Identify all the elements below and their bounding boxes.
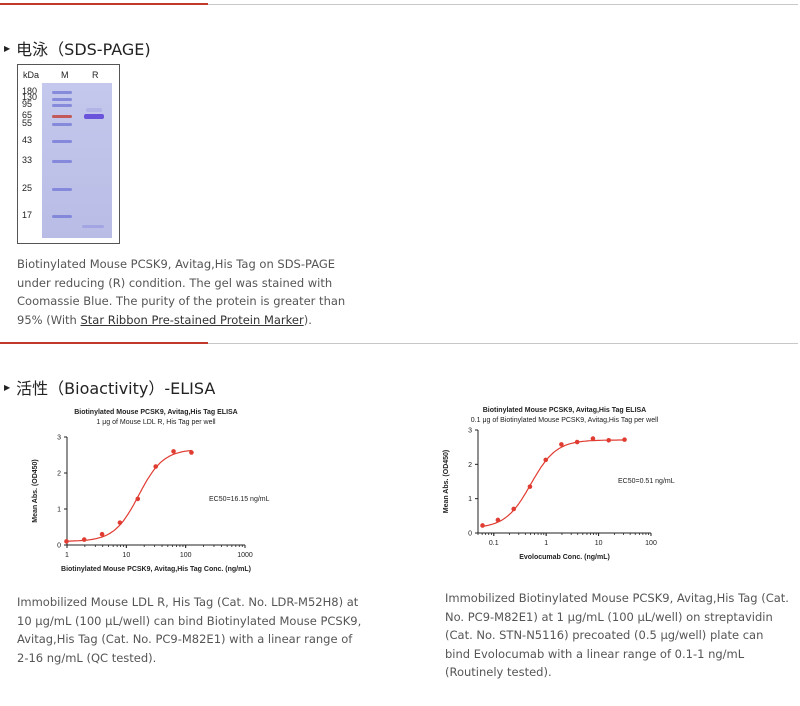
sds-section-title: ▶ 电泳（SDS-PAGE): [4, 36, 151, 60]
gel-lane-label-reducing: R: [92, 70, 99, 80]
gel-marker-label: 65: [22, 110, 32, 120]
elisa-left-description: Immobilized Mouse LDL R, His Tag (Cat. N…: [17, 595, 362, 665]
chart-data-point: [153, 464, 158, 469]
top-divider-accent: [0, 3, 208, 5]
chart-y-tick-label: 2: [57, 471, 61, 478]
gel-marker-band: [52, 123, 72, 126]
chart-data-point: [590, 436, 596, 441]
chart-data-point: [117, 520, 123, 525]
gel-marker-label: 33: [22, 155, 32, 165]
chart-data-point: [64, 539, 69, 544]
elisa-chart-ldlr: Biotinylated Mouse PCSK9, Avitag,His Tag…: [32, 409, 270, 573]
bullet-triangle-icon: ▶: [4, 43, 11, 53]
chart-y-tick-label: 1: [468, 496, 472, 503]
chart-fit-curve: [482, 439, 625, 527]
chart-data-point: [99, 531, 105, 537]
gel-marker-label: 25: [22, 183, 32, 193]
chart-data-point: [527, 484, 533, 489]
chart-data-point: [606, 438, 612, 443]
chart-ec50-annotation: EC50=16.15 ng/mL: [209, 496, 270, 503]
chart-data-point: [81, 537, 87, 542]
chart-x-tick-label: 0.1: [489, 540, 499, 547]
chart-x-axis-label: Biotinylated Mouse PCSK9, Avitag,His Tag…: [61, 566, 251, 573]
chart-data-point: [622, 437, 627, 442]
chart-title: Biotinylated Mouse PCSK9, Avitag,His Tag…: [74, 409, 238, 416]
chart-data-point: [135, 496, 141, 502]
gel-marker-label: 17: [22, 210, 32, 220]
chart-subtitle: 1 μg of Mouse LDL R, His Tag per well: [96, 419, 216, 426]
chart-x-tick-label: 100: [645, 540, 657, 547]
chart-data-point: [543, 457, 549, 463]
gel-marker-band: [52, 115, 72, 118]
gel-lane-label-marker: M: [61, 70, 69, 80]
sds-description: Biotinylated Mouse PCSK9, Avitag,His Tag…: [17, 255, 347, 329]
marker-product-link[interactable]: Star Ribbon Pre-stained Protein Marker: [80, 312, 304, 327]
chart-x-tick-label: 10: [122, 552, 130, 559]
chart-data-point: [559, 442, 564, 447]
chart-subtitle: 0.1 μg of Biotinylated Mouse PCSK9, Avit…: [471, 417, 659, 424]
chart-x-tick-label: 1: [544, 540, 548, 547]
section-divider-accent: [0, 342, 208, 344]
chart-y-axis-label: Mean Abs. (OD450): [32, 459, 39, 523]
elisa-chart-evolocumab: Biotinylated Mouse PCSK9, Avitag,His Tag…: [443, 407, 675, 561]
chart-y-axis-label: Mean Abs. (OD450): [443, 450, 450, 514]
sds-page-gel-image: kDa M R 180 130 95 65 55 43 33 25 17: [17, 64, 120, 244]
gel-marker-band: [52, 140, 72, 143]
chart-data-point: [574, 439, 580, 445]
gel-marker-label: 55: [22, 118, 32, 128]
gel-marker-band: [52, 98, 72, 101]
chart-x-tick-label: 10: [595, 540, 603, 547]
sds-description-end: ).: [303, 312, 312, 327]
chart-x-tick-label: 100: [180, 552, 192, 559]
bullet-triangle-icon: ▶: [4, 382, 11, 392]
chart-y-tick-label: 3: [468, 428, 472, 435]
gel-marker-label: 130: [22, 92, 37, 102]
gel-lane-label-kda: kDa: [23, 70, 39, 80]
chart-fit-curve: [67, 449, 192, 542]
chart-y-tick-label: 0: [57, 543, 61, 550]
elisa-section-title-text: 活性（Bioactivity）-ELISA: [16, 379, 216, 398]
chart-x-axis-label: Evolocumab Conc. (ng/mL): [519, 554, 610, 561]
top-divider: [0, 4, 798, 5]
elisa-right-description: Immobilized Biotinylated Mouse PCSK9, Av…: [445, 591, 789, 679]
gel-sample-band: [84, 114, 104, 119]
gel-marker-band: [52, 188, 72, 191]
chart-data-point: [171, 449, 176, 454]
chart-title: Biotinylated Mouse PCSK9, Avitag,His Tag…: [483, 407, 647, 414]
gel-marker-band: [52, 160, 72, 163]
sds-description-text: Biotinylated Mouse PCSK9, Avitag,His Tag…: [17, 257, 346, 327]
chart-x-tick-label: 1: [65, 552, 69, 559]
chart-y-tick-label: 1: [57, 507, 61, 514]
chart-data-point: [480, 523, 485, 528]
chart-y-tick-label: 2: [468, 462, 472, 469]
chart-y-tick-label: 3: [57, 435, 61, 442]
section-divider: [0, 343, 798, 344]
gel-marker-label: 43: [22, 135, 32, 145]
chart-y-tick-label: 0: [468, 531, 472, 538]
chart-data-point: [189, 450, 194, 455]
chart-data-point: [511, 506, 517, 512]
sds-section-title-text: 电泳（SDS-PAGE): [16, 40, 151, 59]
gel-marker-band: [52, 104, 72, 107]
gel-sample-band-faint: [86, 108, 102, 112]
gel-marker-label: 180: [22, 86, 37, 96]
elisa-section-title: ▶ 活性（Bioactivity）-ELISA: [4, 375, 215, 399]
gel-marker-band: [52, 91, 72, 94]
gel-dye-front: [82, 225, 104, 228]
gel-marker-label: 95: [22, 99, 32, 109]
chart-data-point: [495, 517, 501, 523]
chart-ec50-annotation: EC50=0.51 ng/mL: [618, 478, 675, 485]
gel-marker-band: [52, 215, 72, 218]
chart-x-tick-label: 1000: [237, 552, 253, 559]
